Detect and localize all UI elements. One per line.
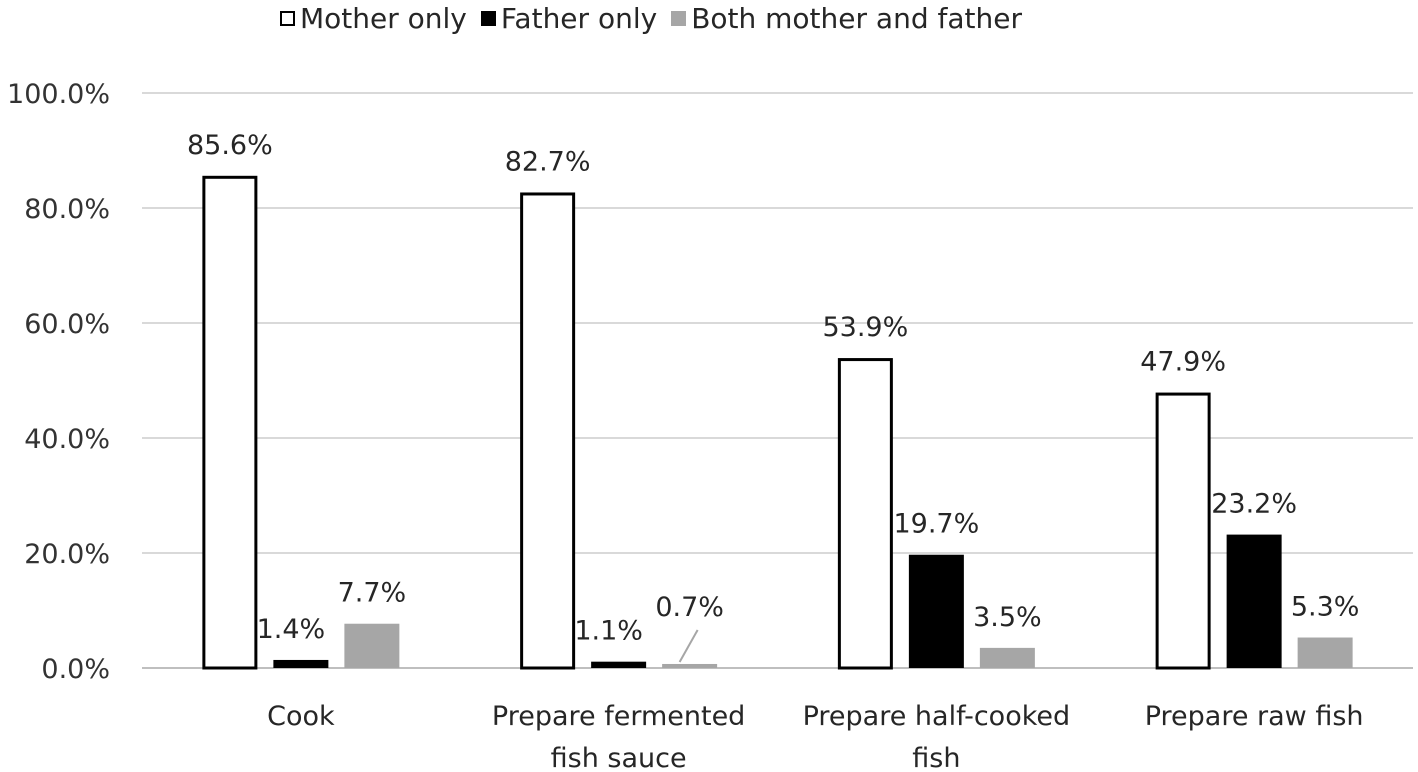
legend-swatch-mother-only <box>280 10 295 26</box>
data-label-both: 7.7% <box>338 578 407 609</box>
bar-mother-only <box>520 192 576 670</box>
data-label-mother-only: 47.9% <box>1140 347 1226 378</box>
bar-both <box>662 663 718 668</box>
data-label-mother-only: 85.6% <box>187 130 273 161</box>
x-category-label: Prepare half-cooked <box>803 701 1071 732</box>
legend-label-mother-only: Mother only <box>300 1 467 35</box>
data-label-father-only: 1.1% <box>574 616 643 647</box>
legend-swatch-both <box>671 10 687 26</box>
bar-mother-only <box>202 175 258 670</box>
legend: Mother only Father only Both mother and … <box>280 0 1036 36</box>
y-tick-label: 40.0% <box>24 424 110 455</box>
x-category-label: fish <box>912 743 960 772</box>
bar-mother-only <box>837 358 893 670</box>
bar-both <box>979 647 1035 668</box>
data-label-mother-only: 82.7% <box>505 146 591 177</box>
bar-both <box>1297 637 1353 668</box>
y-tick-label: 80.0% <box>24 194 110 225</box>
data-label-leader-line <box>678 629 699 663</box>
legend-label-father-only: Father only <box>500 1 658 35</box>
y-tick-label: 0.0% <box>41 654 110 685</box>
legend-item-father-only: Father only <box>480 1 658 35</box>
data-label-both: 5.3% <box>1291 592 1360 623</box>
x-category-label: Cook <box>267 701 335 732</box>
bar-father-only <box>1226 534 1282 668</box>
y-tick-label: 60.0% <box>24 309 110 340</box>
bar-father-only <box>591 661 647 668</box>
legend-item-mother-only: Mother only <box>280 2 467 35</box>
legend-label-both: Both mother and father <box>691 1 1022 35</box>
x-category-label: Prepare fermented <box>492 701 745 732</box>
data-label-father-only: 1.4% <box>257 614 326 645</box>
data-label-both: 3.5% <box>973 602 1042 633</box>
legend-swatch-father-only <box>480 10 496 26</box>
bar-father-only <box>273 659 329 668</box>
data-label-father-only: 23.2% <box>1211 489 1297 520</box>
data-label-father-only: 19.7% <box>893 509 979 540</box>
legend-item-both: Both mother and father <box>671 2 1022 35</box>
bar-both <box>344 623 400 668</box>
x-category-label: Prepare raw fish <box>1145 701 1364 732</box>
y-tick-label: 100.0% <box>7 79 110 110</box>
bar-father-only <box>908 554 964 668</box>
data-label-mother-only: 53.9% <box>822 312 908 343</box>
y-tick-label: 20.0% <box>24 539 110 570</box>
x-category-label: fish sauce <box>551 743 687 772</box>
data-label-both: 0.7% <box>655 592 724 623</box>
bar-mother-only <box>1155 392 1211 670</box>
